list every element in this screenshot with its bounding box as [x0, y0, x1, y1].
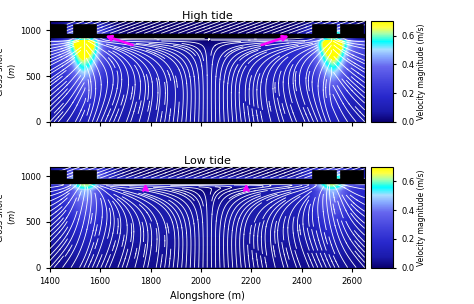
FancyArrowPatch shape	[67, 42, 69, 43]
FancyArrowPatch shape	[57, 224, 58, 225]
Bar	[341, 171, 364, 183]
Y-axis label: Cross-shore
$\,(m)$: Cross-shore $\,(m)$	[0, 192, 18, 242]
Y-axis label: Velocity magnitude (m/s): Velocity magnitude (m/s)	[417, 169, 426, 265]
Bar	[341, 26, 364, 37]
Title: High tide: High tide	[182, 11, 233, 20]
FancyArrowPatch shape	[357, 210, 358, 211]
FancyArrowPatch shape	[215, 192, 216, 193]
FancyArrowPatch shape	[256, 56, 257, 57]
FancyArrowPatch shape	[351, 173, 352, 174]
Bar	[73, 171, 96, 183]
FancyArrowPatch shape	[347, 69, 348, 70]
FancyArrowPatch shape	[351, 29, 352, 30]
FancyArrowPatch shape	[55, 81, 56, 82]
FancyArrowPatch shape	[63, 69, 64, 70]
FancyArrowPatch shape	[155, 53, 156, 54]
FancyArrowPatch shape	[343, 41, 344, 42]
FancyArrowPatch shape	[61, 199, 62, 200]
FancyArrowPatch shape	[355, 63, 356, 64]
FancyArrowPatch shape	[215, 45, 216, 46]
Bar	[44, 26, 66, 37]
Y-axis label: Velocity magnitude (m/s): Velocity magnitude (m/s)	[417, 23, 426, 120]
Title: Low tide: Low tide	[184, 156, 231, 166]
FancyArrowPatch shape	[238, 193, 240, 194]
FancyArrowPatch shape	[346, 48, 347, 49]
Y-axis label: Cross-shore
$\,(m)$: Cross-shore $\,(m)$	[0, 47, 18, 96]
FancyArrowPatch shape	[357, 81, 358, 82]
FancyArrowPatch shape	[59, 218, 60, 219]
FancyArrowPatch shape	[355, 89, 356, 90]
FancyArrowPatch shape	[60, 237, 61, 238]
FancyArrowPatch shape	[60, 204, 61, 205]
FancyArrowPatch shape	[58, 108, 59, 109]
FancyArrowPatch shape	[247, 54, 248, 55]
Bar	[313, 26, 336, 37]
FancyArrowPatch shape	[67, 60, 68, 61]
FancyArrowPatch shape	[63, 50, 64, 51]
Bar	[44, 171, 66, 183]
FancyArrowPatch shape	[67, 76, 68, 77]
FancyArrowPatch shape	[353, 55, 354, 56]
FancyArrowPatch shape	[186, 48, 187, 49]
FancyArrowPatch shape	[59, 54, 60, 55]
FancyArrowPatch shape	[59, 261, 60, 262]
FancyArrowPatch shape	[278, 195, 279, 196]
Bar	[313, 171, 336, 183]
FancyArrowPatch shape	[61, 48, 63, 49]
Bar	[73, 26, 96, 37]
X-axis label: Alongshore (m): Alongshore (m)	[170, 291, 245, 301]
FancyArrowPatch shape	[346, 60, 347, 61]
